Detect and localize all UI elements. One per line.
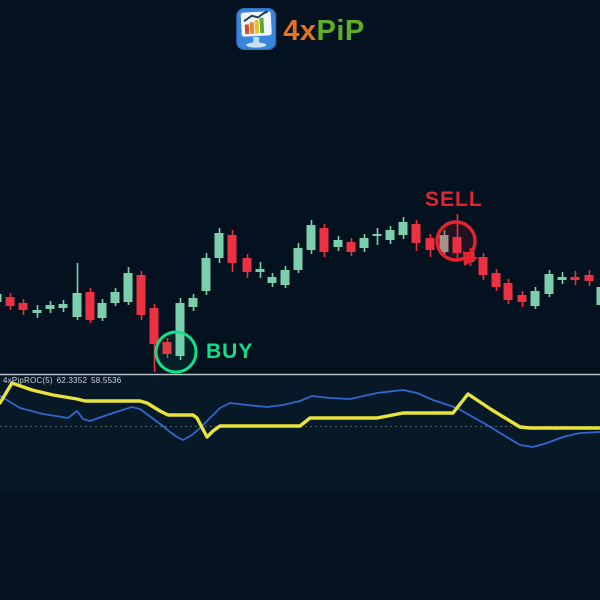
candle-body	[293, 248, 303, 270]
candle-body	[346, 242, 356, 252]
candle-body	[503, 283, 513, 300]
candle-body	[188, 298, 198, 307]
candle-body	[425, 238, 435, 250]
candle-body	[544, 274, 554, 294]
oscillator-yellow-line	[0, 381, 600, 439]
candle-body	[227, 235, 237, 263]
indicator-title: 4xPipROC(5)	[3, 376, 53, 385]
candle-body	[398, 222, 408, 235]
monitor-chart-icon	[235, 7, 277, 56]
candle-body	[0, 294, 2, 302]
buy-marker-circle	[154, 330, 198, 374]
candle-body	[5, 297, 15, 306]
indicator-status-line[interactable]: 4xPipROC(5) 62.3352 58.5536	[3, 376, 125, 385]
candle-body	[570, 277, 580, 280]
candle-body	[439, 235, 449, 252]
candle-body	[32, 310, 42, 313]
candle-body	[584, 275, 594, 281]
candle-body	[359, 238, 369, 248]
sell-signal-label: SELL	[425, 188, 483, 211]
brand-suffix: PiP	[316, 15, 365, 47]
oscillator-blue-line	[0, 389, 600, 448]
candle-body	[385, 230, 395, 240]
candle-body	[58, 304, 68, 308]
candle-body	[201, 258, 211, 291]
candle-body	[123, 273, 133, 302]
candle-body	[72, 293, 82, 317]
brand-prefix: 4x	[283, 15, 317, 47]
candle-body	[18, 303, 28, 310]
oscillator-pane-background	[0, 375, 600, 492]
candle-body	[149, 308, 159, 344]
indicator-value-1: 62.3352	[56, 376, 88, 385]
candle-body	[530, 291, 540, 306]
buy-signal-label: BUY	[206, 340, 254, 363]
candle-body	[45, 305, 55, 309]
candle-body	[280, 270, 290, 285]
candle-body	[452, 237, 462, 253]
candle-body	[478, 257, 488, 275]
candle-body	[175, 303, 185, 356]
sell-marker-arrowhead	[463, 251, 478, 266]
candle-body	[372, 234, 382, 236]
candle-body	[596, 287, 600, 305]
candle-body	[319, 228, 329, 252]
candle-body	[255, 269, 265, 272]
candle-body	[162, 342, 172, 354]
brand-name: 4x PiP	[283, 15, 365, 48]
candle-body	[306, 225, 316, 250]
candle-body	[97, 303, 107, 318]
candle-body	[333, 240, 343, 247]
candle-body	[110, 292, 120, 303]
candle-body	[411, 224, 421, 243]
candle-body	[242, 258, 252, 272]
indicator-value-2: 58.5536	[91, 376, 122, 385]
candle-body	[214, 233, 224, 258]
candle-body	[557, 277, 567, 280]
candle-body	[517, 295, 527, 302]
sell-marker-circle	[435, 220, 477, 262]
candle-body	[267, 277, 277, 283]
candle-body	[136, 275, 146, 315]
logo: 4x PiP	[235, 7, 365, 56]
candle-body	[491, 273, 501, 287]
candle-body	[85, 292, 95, 320]
